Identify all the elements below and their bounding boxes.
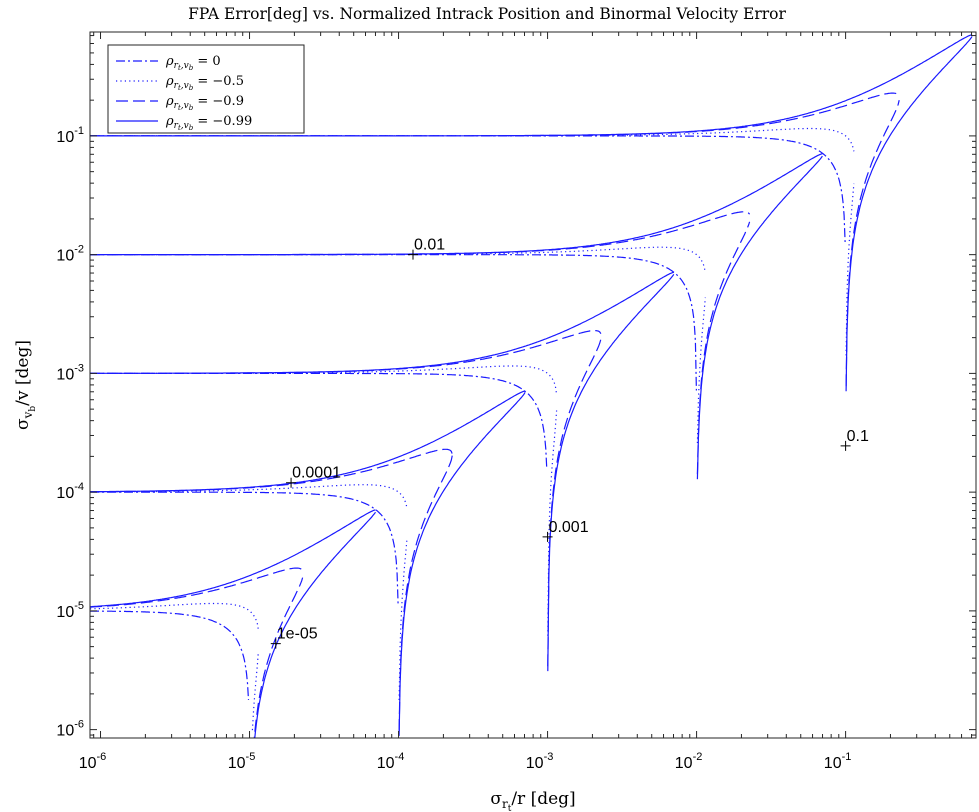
y-tick-label: 10-3 [56,362,84,383]
x-tick-label: 10-4 [377,751,405,772]
legend: ρrt,vb = 0 ρrt,vb = −0.5 ρrt,vb = −0.9 ρrt,… [107,44,305,134]
y-tick-label: 10-5 [56,600,84,621]
contour-line-rho1-level4 [90,127,855,356]
y-tick-label: 10-4 [56,481,84,502]
contour-line-rho1-level2 [90,365,558,636]
contour-label-markers: 1e-05 0.0001 0.001 0.01 0.1 [270,237,869,649]
contour-line-rho0-level1 [90,491,399,605]
chart-title: FPA Error[deg] vs. Normalized Intrack Po… [188,5,786,23]
legend-entry: ρrt,vb = −0.99 [165,114,252,132]
legend-box [107,44,305,134]
contour-label: 1e-05 [277,626,318,643]
x-label-subsub: t [508,804,512,812]
x-axis-label: σrt/r [deg] [490,789,575,812]
x-tick-label: 10-2 [675,751,703,772]
x-tick-label: 10-1 [824,751,852,772]
contour-line-rho3-level3 [90,153,823,480]
contour-line-rho2-level0 [90,567,304,738]
contour-line-rho1-level0 [90,602,259,731]
contour-line-rho2-level4 [90,92,900,387]
legend-entry: ρrt,vb = −0.9 [165,94,244,112]
legend-entry: ρrt,vb = 0 [165,54,221,72]
contour-label: 0.1 [847,428,869,445]
x-tick-label: 10-6 [79,751,107,772]
contour-line-rho3-level0 [90,509,376,738]
contour-line-rho3-level2 [90,271,675,672]
contour-label: 0.001 [549,519,589,536]
contour-label-marker [840,440,851,451]
plot-area [90,34,973,738]
y-tick-label: 10-2 [56,244,84,265]
contour-line-rho0-level3 [90,254,697,391]
y-tick-label: 10-1 [56,125,84,146]
x-tick-label: 10-5 [228,751,256,772]
contour-label-marker [542,531,553,542]
x-label-sigma: σ [490,789,502,809]
y-tick-label: 10-6 [56,719,84,740]
contour-line-rho3-level4 [90,34,973,392]
legend-entry: ρrt,vb = −0.5 [165,74,244,92]
x-label-rest: /r [deg] [511,789,575,809]
contour-line-rho3-level1 [90,390,526,736]
x-label-sub: r [502,797,508,811]
contour-label-marker [270,638,281,649]
contour-label: 0.0001 [292,465,341,482]
axis-ticks: 10-6 10-5 10-4 10-3 10-2 10-1 10-6 10-5 10-4 10-3… [56,32,976,772]
y-axis-label: σvb/v [deg] [13,340,38,430]
contour-label: 0.01 [414,237,445,254]
x-tick-label: 10-3 [526,751,554,772]
svg-text:σvb/v [deg]: σvb/v [deg] [13,340,38,430]
y-label-sigma: σ [13,418,33,430]
y-label-rest: /v [deg] [13,340,33,406]
contour-label-marker [407,249,418,260]
svg-text:σrt/r [deg]: σrt/r [deg] [490,789,575,812]
y-label-subsub: b [28,406,38,412]
y-label-sub: v [21,411,35,419]
contour-label-marker [286,477,297,488]
